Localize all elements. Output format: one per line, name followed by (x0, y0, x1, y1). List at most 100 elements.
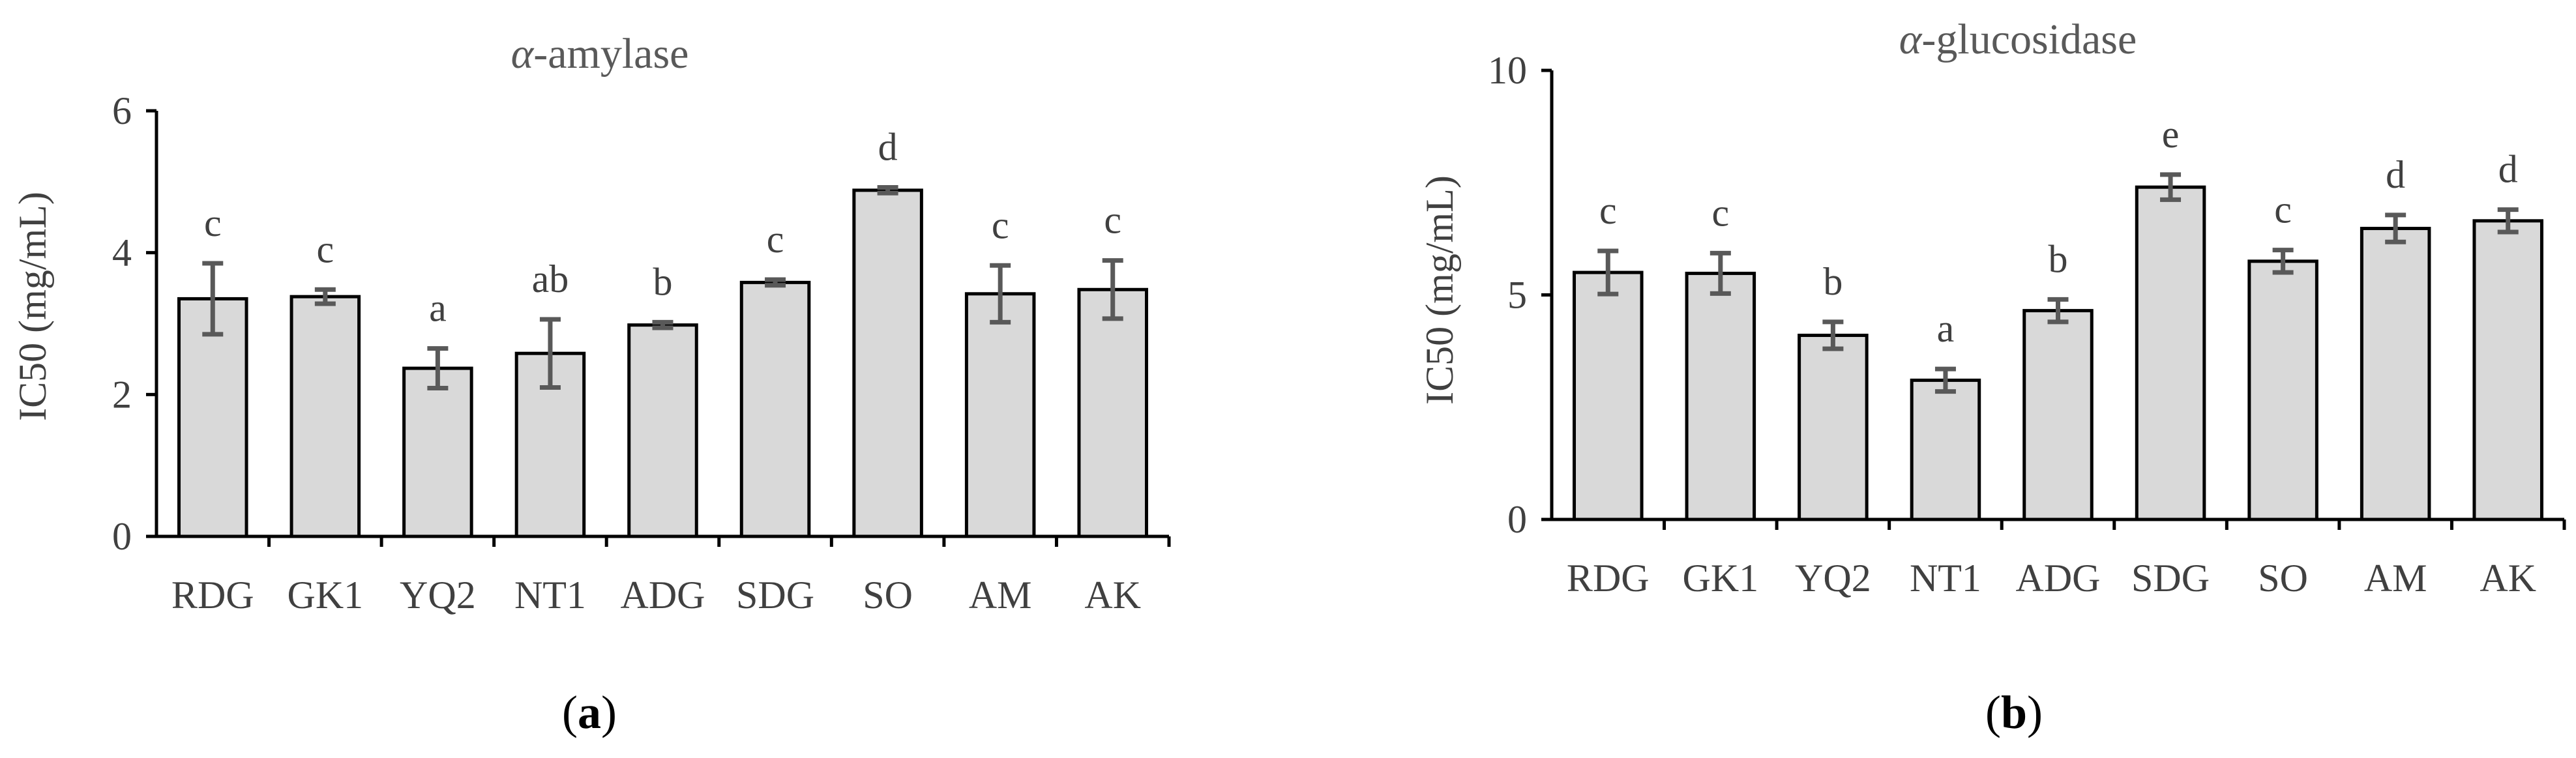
x-tick-label: SDG (2131, 557, 2210, 600)
y-tick-label: 0 (1507, 498, 1527, 541)
error-bar-yq2 (1822, 319, 1844, 351)
error-bar-ak (2497, 207, 2519, 235)
svg-text:α-amylase: α-amylase (511, 30, 689, 78)
x-tick-label: GK1 (1682, 557, 1758, 600)
significance-label: a (1937, 307, 1955, 350)
panel-letter: b (2000, 686, 2028, 738)
x-tick-labels: RDG GK1 YQ2 NT1 ADG SDG SO AM AK (171, 536, 1171, 617)
x-tick-label: RDG (171, 574, 254, 617)
error-bar-gk1 (1710, 250, 1731, 296)
error-bar-sdg (2160, 172, 2182, 202)
y-axis-label: IC50 (mg/mL) (1418, 175, 1461, 405)
error-bar-am (2385, 212, 2406, 244)
significance-label: e (2162, 113, 2180, 156)
chart-title-text: -glucosidase (1921, 16, 2137, 63)
significance-label: c (767, 218, 784, 261)
x-tick-label: SO (863, 574, 913, 617)
bar-chart-alpha-amylase: α-amylase IC50 (mg/mL) 0 2 4 6 c c a ab b c d c c R… (11, 30, 1171, 617)
error-bar-nt1 (539, 317, 561, 390)
significance-label: b (1823, 260, 1843, 303)
significance-labels: c c b a b e c d d (1599, 113, 2518, 350)
y-axis-label: IC50 (mg/mL) (11, 192, 54, 421)
y-ticks: 0 2 4 6 (112, 89, 156, 558)
x-tick-label: AM (2364, 557, 2427, 600)
significance-label: c (1599, 189, 1617, 232)
bar-adg (627, 323, 698, 538)
error-bars (1597, 172, 2519, 394)
chart-title: α-amylase (511, 30, 689, 78)
significance-label: c (1712, 191, 1730, 234)
chart-title-symbol: α (1899, 16, 1923, 63)
x-tick-label: SDG (736, 574, 814, 617)
error-bars (202, 185, 1123, 391)
bar-so (2247, 259, 2318, 521)
chart-title-text: -amylase (533, 30, 688, 78)
bar-ak (1077, 287, 1148, 538)
panel-label-b: (b) (1985, 686, 2043, 738)
panel-letter: a (577, 686, 601, 738)
x-tick-label: NT1 (1910, 557, 1981, 600)
error-bar-adg (2047, 297, 2069, 325)
significance-label: b (653, 260, 673, 303)
y-ticks: 0 5 10 (1488, 49, 1552, 541)
x-tick-label: RDG (1567, 557, 1650, 600)
chart-panel-a: α-amylase IC50 (mg/mL) 0 2 4 6 c c a ab b c d c c R… (0, 0, 1288, 755)
bar-rdg (1573, 270, 1644, 521)
significance-label: c (2274, 188, 2292, 231)
error-bar-so (877, 185, 898, 196)
error-bar-rdg (202, 261, 224, 337)
bar-chart-alpha-glucosidase: α-glucosidase IC50 (mg/mL) 0 5 10 c c b a b e c d… (1418, 16, 2566, 600)
x-tick-label: ADG (2016, 557, 2101, 600)
bar-yq2 (1798, 334, 1869, 521)
x-tick-labels: RDG GK1 YQ2 NT1 ADG SDG SO AM AK (1567, 519, 2566, 600)
x-tick-label: AM (969, 574, 1032, 617)
error-bar-sdg (765, 277, 786, 288)
x-tick-label: YQ2 (400, 574, 476, 617)
error-bar-so (2272, 248, 2294, 275)
significance-label: c (1104, 199, 1121, 242)
x-tick-label: AK (2480, 557, 2536, 600)
panel-label-a: (a) (562, 686, 617, 738)
error-bar-yq2 (427, 346, 449, 391)
error-bar-nt1 (1934, 366, 1956, 394)
x-tick-label: SO (2258, 557, 2308, 600)
significance-label: d (878, 126, 898, 169)
y-tick-label: 2 (112, 373, 132, 416)
error-bar-am (990, 263, 1011, 325)
bar-nt1 (1910, 378, 1981, 521)
significance-label: c (317, 227, 334, 270)
chart-panel-b: α-glucosidase IC50 (mg/mL) 0 5 10 c c b a b e c d… (1288, 0, 2576, 755)
significance-label: b (2049, 237, 2068, 280)
y-tick-label: 0 (112, 515, 132, 558)
y-tick-label: 10 (1488, 49, 1527, 92)
error-bar-gk1 (314, 287, 336, 306)
error-bar-adg (652, 319, 674, 330)
x-tick-label: GK1 (287, 574, 363, 617)
significance-label: d (2498, 148, 2518, 191)
bar-so (852, 188, 923, 538)
bar-gk1 (1685, 271, 1756, 521)
bar-adg (2022, 309, 2094, 521)
y-tick-label: 5 (1507, 274, 1527, 317)
significance-label: c (204, 201, 222, 244)
x-tick-label: ADG (621, 574, 705, 617)
x-tick-label: AK (1084, 574, 1141, 617)
bar-yq2 (402, 366, 473, 538)
x-tick-label: YQ2 (1795, 557, 1871, 600)
error-bar-ak (1102, 258, 1123, 321)
significance-label: c (992, 203, 1009, 246)
error-bar-rdg (1597, 248, 1619, 297)
significance-label: a (429, 287, 447, 330)
chart-title-symbol: α (511, 30, 535, 78)
bar-am (964, 292, 1036, 538)
x-tick-label: NT1 (514, 574, 586, 617)
significance-labels: c c a ab b c d c c (204, 126, 1121, 330)
significance-label: d (2386, 153, 2405, 196)
bar-am (2360, 227, 2431, 521)
bar-sdg (2135, 185, 2206, 521)
significance-label: ab (532, 257, 569, 300)
bar-gk1 (289, 295, 361, 538)
bar-rdg (177, 297, 248, 538)
svg-text:α-glucosidase: α-glucosidase (1899, 16, 2137, 63)
bar-ak (2472, 219, 2543, 521)
